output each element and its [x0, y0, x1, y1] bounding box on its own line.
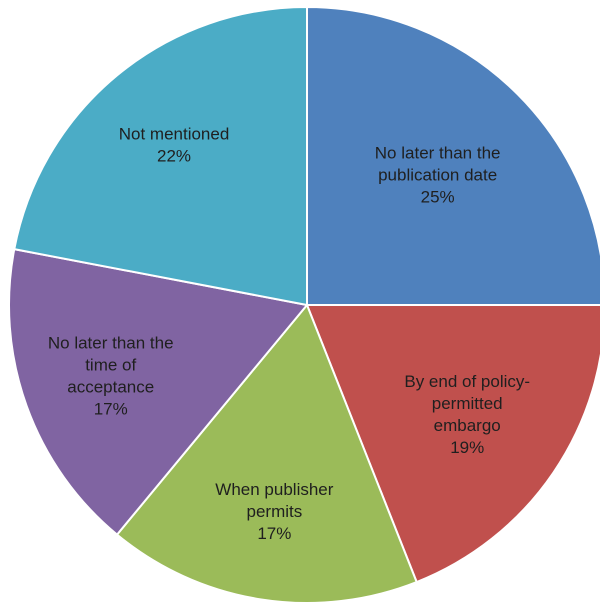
pie-slice-label-2: When publisher permits 17% — [215, 480, 333, 543]
pie-slice-label-3: No later than the time of acceptance 17% — [48, 334, 174, 419]
pie-slice-label-line: time of — [85, 356, 136, 375]
pie-slice-label-line: 22% — [157, 146, 191, 165]
pie-slices — [8, 5, 600, 603]
pie-slice-label-line: 17% — [257, 524, 291, 543]
pie-slice-label-line: permitted — [432, 394, 503, 413]
pie-slice-4 — [13, 5, 308, 307]
pie-slice-label-line: 25% — [421, 187, 455, 206]
pie-slice-0 — [306, 5, 600, 306]
pie-slice-label-line: permits — [247, 502, 303, 521]
pie-slice-3 — [8, 247, 309, 537]
pie-slice-label-4: Not mentioned 22% — [119, 124, 230, 165]
pie-slice-label-line: No later than the — [48, 334, 174, 353]
pie-slice-label-line: publication date — [378, 165, 497, 184]
pie-slice-label-line: acceptance — [67, 378, 154, 397]
pie-slice-2 — [115, 303, 418, 603]
pie-slice-label-line: Not mentioned — [119, 124, 230, 143]
pie-slice-label-line: When publisher — [215, 480, 333, 499]
pie-slice-label-line: embargo — [434, 416, 501, 435]
pie-slice-label-0: No later than the publication date 25% — [375, 143, 501, 206]
pie-slice-label-line: By end of policy- — [404, 372, 530, 391]
pie-slice-label-line: No later than the — [375, 143, 501, 162]
pie-slice-1 — [305, 304, 600, 584]
pie-slice-label-line: 17% — [94, 400, 128, 419]
pie-labels: No later than the publication date 25% By e… — [48, 124, 530, 543]
pie-slice-label-1: By end of policy-permitted embargo 19% — [404, 372, 530, 457]
pie-slice-label-line: 19% — [450, 438, 484, 457]
